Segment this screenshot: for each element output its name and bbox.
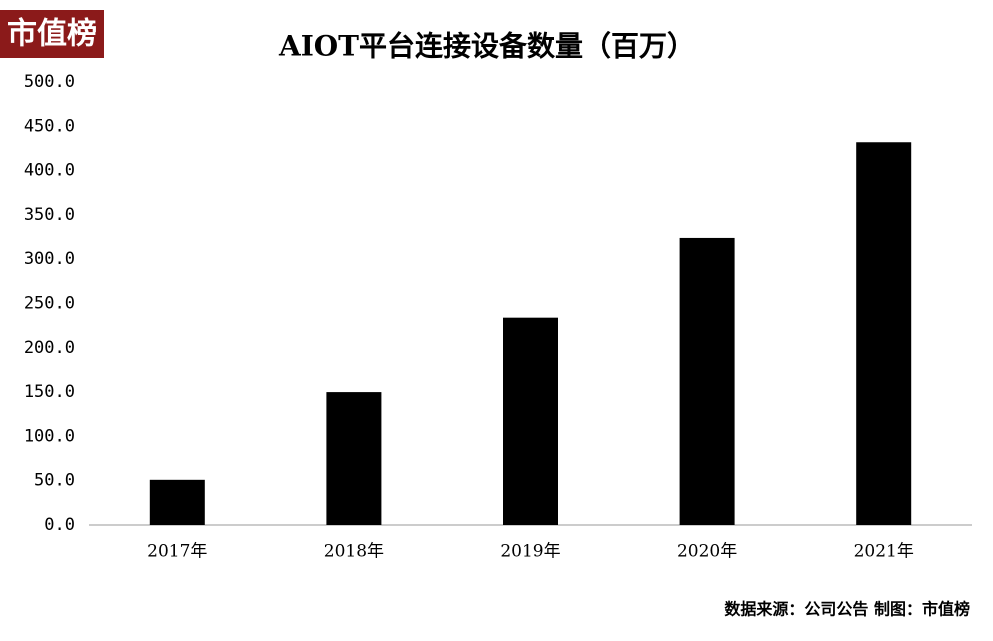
logo-box	[0, 10, 104, 58]
x-tick-label: 2018年	[324, 542, 384, 562]
chart-title: AIOT平台连接设备数量（百万）	[278, 30, 695, 63]
x-tick-label: 2017年	[147, 542, 207, 562]
y-tick-label: 250.0	[24, 294, 75, 314]
x-tick-label: 2019年	[500, 542, 560, 562]
bar	[503, 317, 558, 525]
y-tick-label: 300.0	[24, 249, 75, 269]
y-tick-label: 100.0	[24, 426, 75, 446]
y-tick-label: 450.0	[24, 116, 75, 136]
bar	[326, 392, 382, 525]
y-tick-label: 200.0	[24, 338, 75, 358]
y-tick-label: 400.0	[24, 161, 75, 181]
y-tick-label: 500.0	[24, 72, 75, 92]
bar	[679, 237, 735, 525]
logo: 市值榜	[7, 17, 97, 52]
y-tick-label: 150.0	[24, 382, 75, 402]
y-tick-label: 350.0	[24, 205, 75, 225]
bar	[149, 479, 205, 525]
bar	[856, 142, 912, 526]
y-tick-label: 50.0	[34, 471, 75, 491]
y-tick-label: 0.0	[44, 515, 75, 535]
x-tick-label: 2020年	[677, 542, 737, 562]
x-tick-label: 2021年	[854, 542, 914, 562]
source: 数据来源：公司公告 制图：市值榜	[724, 600, 970, 619]
